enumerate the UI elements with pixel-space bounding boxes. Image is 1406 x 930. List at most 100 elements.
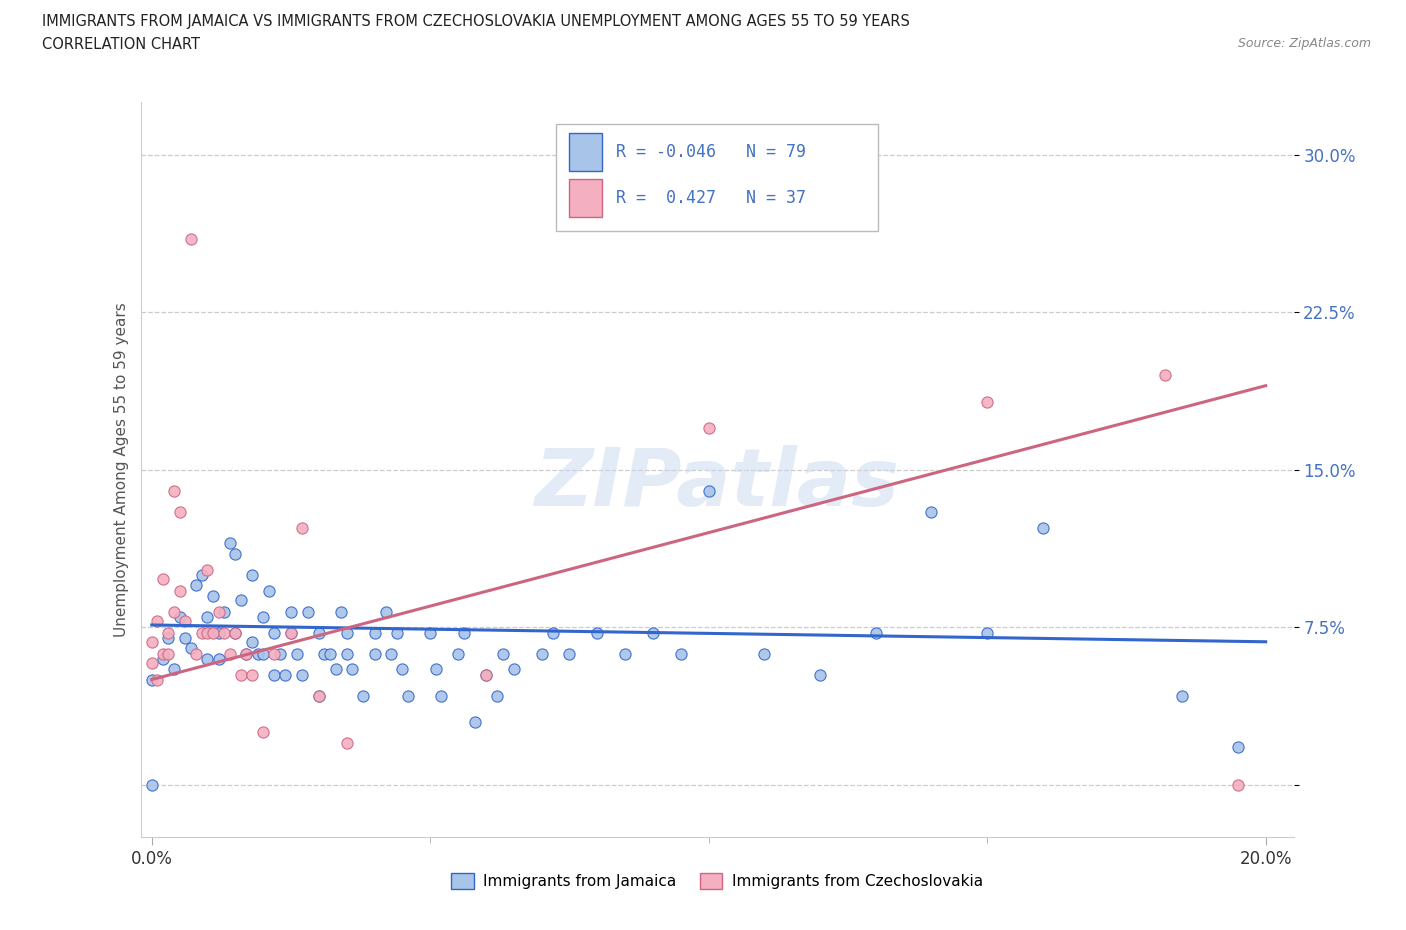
Point [207,604,229,619]
Point [308,689,330,704]
Point [280,626,302,641]
Point [363,626,385,641]
Text: R = -0.046   N = 79: R = -0.046 N = 79 [616,143,806,161]
Point [169,504,191,519]
Point [197,651,219,666]
Point [174,614,197,629]
Point [263,668,285,683]
Point [163,604,186,619]
Point [169,609,191,624]
Point [263,647,285,662]
Point [263,626,285,641]
FancyBboxPatch shape [569,179,602,217]
Text: IMMIGRANTS FROM JAMAICA VS IMMIGRANTS FROM CZECHOSLOVAKIA UNEMPLOYMENT AMONG AGE: IMMIGRANTS FROM JAMAICA VS IMMIGRANTS FR… [42,14,910,29]
Point [1171,689,1194,704]
Point [558,647,581,662]
Point [197,626,219,641]
Point [342,661,364,676]
Point [314,647,336,662]
Point [280,626,302,641]
Point [530,647,553,662]
Point [641,626,664,641]
Point [201,588,224,603]
Point [186,578,208,592]
Point [240,668,263,683]
Point [212,626,235,641]
Point [396,689,419,704]
Point [246,647,269,662]
FancyBboxPatch shape [569,133,602,171]
Point [921,504,943,519]
Point [252,647,274,662]
Point [430,689,453,704]
Point [1154,367,1177,382]
Point [380,647,402,662]
Point [152,647,174,662]
Text: R =  0.427   N = 37: R = 0.427 N = 37 [616,189,806,206]
Point [374,604,396,619]
Point [186,647,208,662]
Point [308,626,330,641]
Point [697,420,720,435]
Point [865,626,887,641]
Point [146,672,169,687]
Point [614,647,637,662]
Point [419,626,441,641]
Point [141,777,163,792]
Point [218,536,240,551]
Point [1032,521,1054,536]
Point [224,626,246,641]
Point [336,647,359,662]
Point [180,641,202,656]
Y-axis label: Unemployment Among Ages 55 to 59 years: Unemployment Among Ages 55 to 59 years [114,302,129,637]
Point [224,626,246,641]
Point [207,651,229,666]
Point [491,647,513,662]
Point [152,571,174,586]
Point [235,647,257,662]
Point [291,668,314,683]
Point [352,689,374,704]
Point [197,609,219,624]
Point [1226,739,1249,754]
Point [475,668,498,683]
Point [541,626,564,641]
Text: CORRELATION CHART: CORRELATION CHART [42,37,200,52]
Point [669,647,692,662]
Point [475,668,498,683]
Point [325,661,347,676]
Point [224,546,246,561]
Point [163,661,186,676]
Point [297,604,319,619]
Legend: Immigrants from Jamaica, Immigrants from Czechoslovakia: Immigrants from Jamaica, Immigrants from… [446,868,988,896]
Point [330,604,353,619]
Point [976,395,998,410]
Point [363,647,385,662]
Point [252,609,274,624]
Point [502,661,524,676]
Point [191,567,214,582]
Point [180,232,202,246]
Point [486,689,509,704]
Point [240,567,263,582]
Point [754,647,776,662]
Point [285,647,308,662]
Point [453,626,475,641]
Point [235,647,257,662]
Point [201,626,224,641]
Point [229,592,252,607]
Point [385,626,408,641]
Point [141,634,163,649]
Point [280,604,302,619]
Point [391,661,413,676]
Point [336,735,359,750]
Point [218,647,240,662]
Point [252,724,274,739]
Point [240,634,263,649]
Point [163,484,186,498]
Point [808,668,831,683]
Point [1226,777,1249,792]
Point [212,604,235,619]
Point [157,626,180,641]
Point [697,484,720,498]
